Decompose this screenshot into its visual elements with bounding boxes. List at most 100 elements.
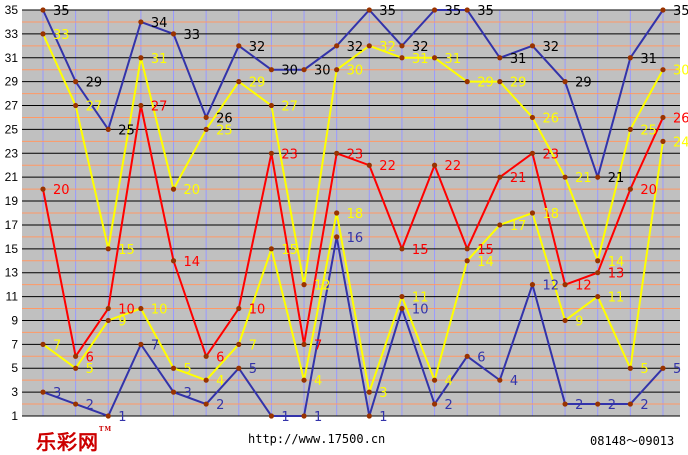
data-point (464, 353, 470, 359)
data-label: 30 (673, 64, 688, 79)
data-point (627, 401, 633, 407)
y-tick-label: 31 (5, 51, 19, 65)
data-point (301, 341, 307, 347)
data-point (595, 401, 601, 407)
data-label: 23 (281, 147, 298, 162)
data-point (105, 246, 111, 252)
logo-text: 乐彩网 (36, 430, 99, 454)
data-label: 10 (412, 303, 429, 318)
y-tick-label: 27 (5, 99, 19, 113)
data-point (366, 43, 372, 49)
data-label: 13 (608, 267, 625, 282)
site-url: http://www.17500.cn (248, 432, 386, 446)
data-point (301, 67, 307, 73)
data-point (203, 126, 209, 133)
data-point (595, 293, 601, 300)
y-tick-label: 7 (11, 337, 18, 351)
series-line-2 (42, 33, 664, 285)
data-label: 20 (184, 183, 201, 198)
data-point (203, 114, 209, 121)
data-label: 23 (347, 147, 364, 162)
data-point (268, 102, 275, 109)
data-point (464, 246, 470, 252)
data-label: 29 (86, 76, 103, 91)
data-label: 3 (53, 386, 61, 401)
data-point (236, 305, 242, 312)
data-label: 5 (640, 362, 648, 377)
data-point (170, 186, 177, 192)
y-tick-label: 23 (5, 146, 19, 160)
data-label: 25 (640, 123, 657, 138)
series-line-4 (42, 141, 664, 397)
data-label: 31 (412, 52, 429, 67)
data-point (627, 126, 633, 133)
data-point (497, 55, 503, 61)
data-point (40, 31, 46, 37)
data-point (334, 234, 340, 240)
data-point (40, 7, 46, 13)
data-point (399, 293, 405, 300)
data-point (73, 79, 79, 85)
data-label: 11 (412, 291, 429, 306)
series-line-1 (42, 8, 664, 181)
data-point (236, 43, 242, 49)
data-point (431, 377, 438, 383)
data-label: 27 (86, 100, 103, 115)
data-label: 14 (184, 255, 201, 270)
data-label: 21 (608, 171, 625, 186)
data-label: 34 (151, 16, 168, 31)
data-point (268, 150, 275, 156)
data-label: 5 (86, 362, 94, 377)
data-label: 27 (281, 100, 298, 115)
data-label: 24 (673, 135, 688, 150)
y-tick-label: 13 (5, 266, 19, 280)
data-point (497, 377, 503, 383)
y-tick-label: 11 (6, 290, 19, 304)
data-label: 29 (510, 76, 527, 91)
data-point (464, 79, 470, 85)
data-label: 4 (216, 374, 224, 389)
data-point (105, 305, 111, 312)
y-tick-label: 21 (5, 170, 19, 184)
data-point (399, 43, 405, 49)
logo-trademark: TM (99, 426, 113, 433)
data-label: 30 (314, 64, 331, 79)
data-point (562, 174, 568, 180)
data-point (334, 67, 340, 73)
data-label: 14 (477, 255, 494, 270)
data-label: 2 (445, 398, 453, 413)
data-label: 20 (640, 183, 657, 198)
data-label: 32 (379, 40, 396, 55)
data-label: 35 (445, 4, 462, 19)
data-point (138, 341, 144, 347)
data-label: 2 (640, 398, 648, 413)
data-point (73, 353, 79, 359)
data-label: 18 (347, 207, 364, 222)
y-tick-label: 9 (11, 313, 18, 327)
data-point (40, 389, 46, 395)
data-label: 22 (379, 159, 396, 174)
data-point (562, 317, 568, 324)
data-point (431, 401, 438, 407)
data-label: 10 (151, 303, 168, 318)
data-label: 26 (216, 111, 233, 126)
data-label: 3 (379, 386, 387, 401)
data-point (334, 150, 340, 156)
data-label: 15 (118, 243, 135, 258)
data-label: 31 (151, 52, 168, 67)
data-label: 1 (118, 410, 126, 425)
series-points (40, 7, 666, 419)
data-label: 4 (445, 374, 453, 389)
data-label: 29 (249, 76, 266, 91)
data-point (105, 126, 111, 133)
data-point (431, 7, 438, 13)
data-label: 2 (86, 398, 94, 413)
data-point (138, 55, 144, 61)
y-tick-label: 1 (11, 409, 18, 423)
data-label: 31 (445, 52, 462, 67)
data-point (236, 365, 242, 371)
data-label: 4 (314, 374, 322, 389)
y-tick-label: 19 (5, 194, 19, 208)
y-tick-label: 15 (5, 242, 19, 256)
